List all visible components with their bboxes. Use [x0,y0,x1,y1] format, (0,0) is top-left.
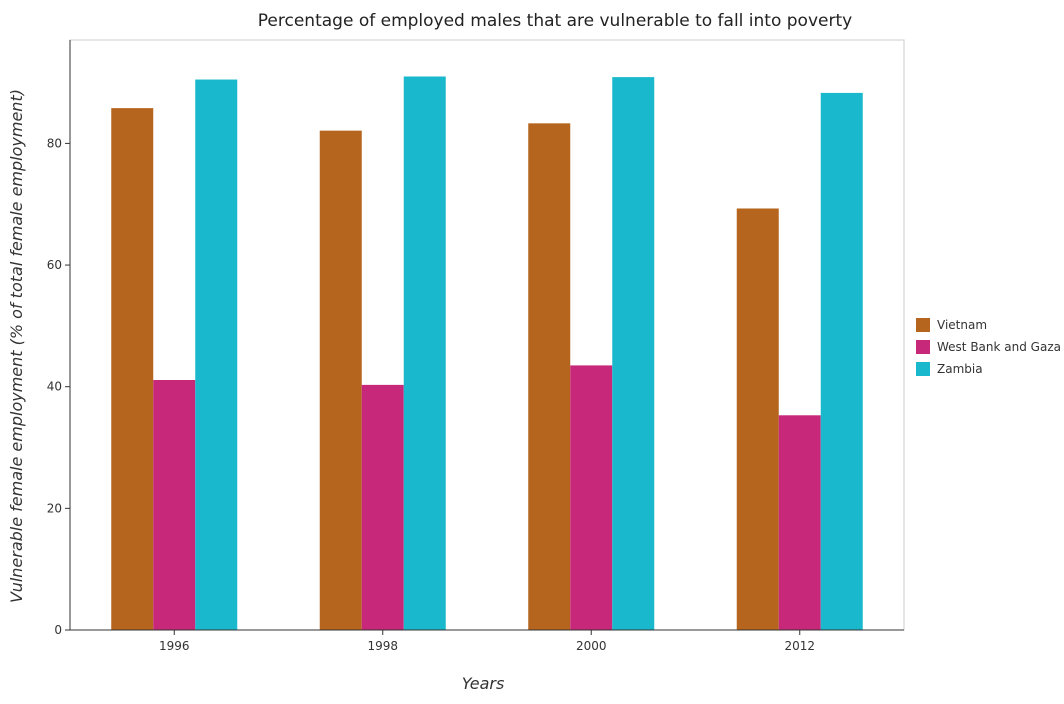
legend-label: West Bank and Gaza [937,340,1061,354]
y-tick-label: 80 [47,136,62,150]
bar-vietnam [736,208,779,630]
y-axis-label: Vulnerable female employment (% of total… [7,89,26,603]
x-tick-label: 1998 [367,639,398,653]
bar-west-bank-and-gaza [153,380,196,630]
y-axis: 0 20 40 60 80 [47,40,71,637]
legend-label: Zambia [937,362,983,376]
x-tick-label: 2012 [784,639,815,653]
bar-zambia [820,92,863,630]
y-tick-label: 60 [47,258,62,272]
y-tick-label: 40 [47,380,62,394]
y-tick-label: 0 [54,623,62,637]
bar-west-bank-and-gaza [361,384,404,630]
plot-area [69,39,905,631]
y-tick-label: 20 [47,501,62,515]
bar-zambia [612,77,655,631]
legend-swatch [916,340,930,354]
bar-west-bank-and-gaza [778,415,821,630]
chart-title: Percentage of employed males that are vu… [258,11,852,31]
bar-zambia [403,76,446,630]
bar-vietnam [111,108,154,630]
x-tick-label: 1996 [159,639,190,653]
bar-zambia [195,79,238,631]
legend-label: Vietnam [937,318,987,332]
x-tick-label: 2000 [576,639,607,653]
legend: Vietnam West Bank and Gaza Zambia [916,318,1061,376]
legend-swatch [916,318,930,332]
bar-vietnam [319,130,362,631]
x-axis: 1996 1998 2000 2012 [70,629,904,653]
legend-swatch [916,362,930,376]
bar-west-bank-and-gaza [570,365,613,630]
x-axis-label: Years [462,674,505,693]
bar-vietnam [528,123,571,630]
